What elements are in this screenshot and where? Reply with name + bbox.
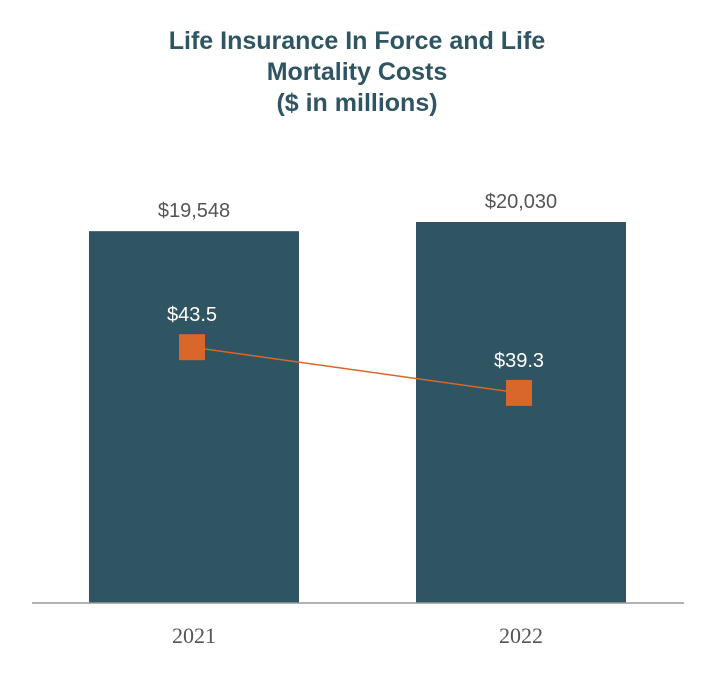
line-marker-2021 — [179, 334, 205, 361]
title-line-1: Life Insurance In Force and Life — [168, 27, 546, 55]
bar-2022 — [416, 222, 626, 603]
chart-title: Life Insurance In Force and Life Mortali… — [0, 26, 714, 119]
line-marker-2022 — [506, 379, 532, 406]
bar-2021 — [89, 231, 299, 604]
x-tick-2021: 2021 — [172, 623, 216, 648]
bar-label-2022: $20,030 — [485, 191, 557, 213]
x-tick-2022: 2022 — [499, 623, 543, 648]
title-line-2: Mortality Costs — [266, 58, 448, 86]
line-label-2021: $43.5 — [167, 304, 217, 326]
title-line-3: ($ in millions) — [276, 89, 438, 117]
bar-label-2021: $19,548 — [158, 200, 230, 222]
line-label-2022: $39.3 — [494, 350, 544, 372]
line-series — [191, 346, 520, 394]
